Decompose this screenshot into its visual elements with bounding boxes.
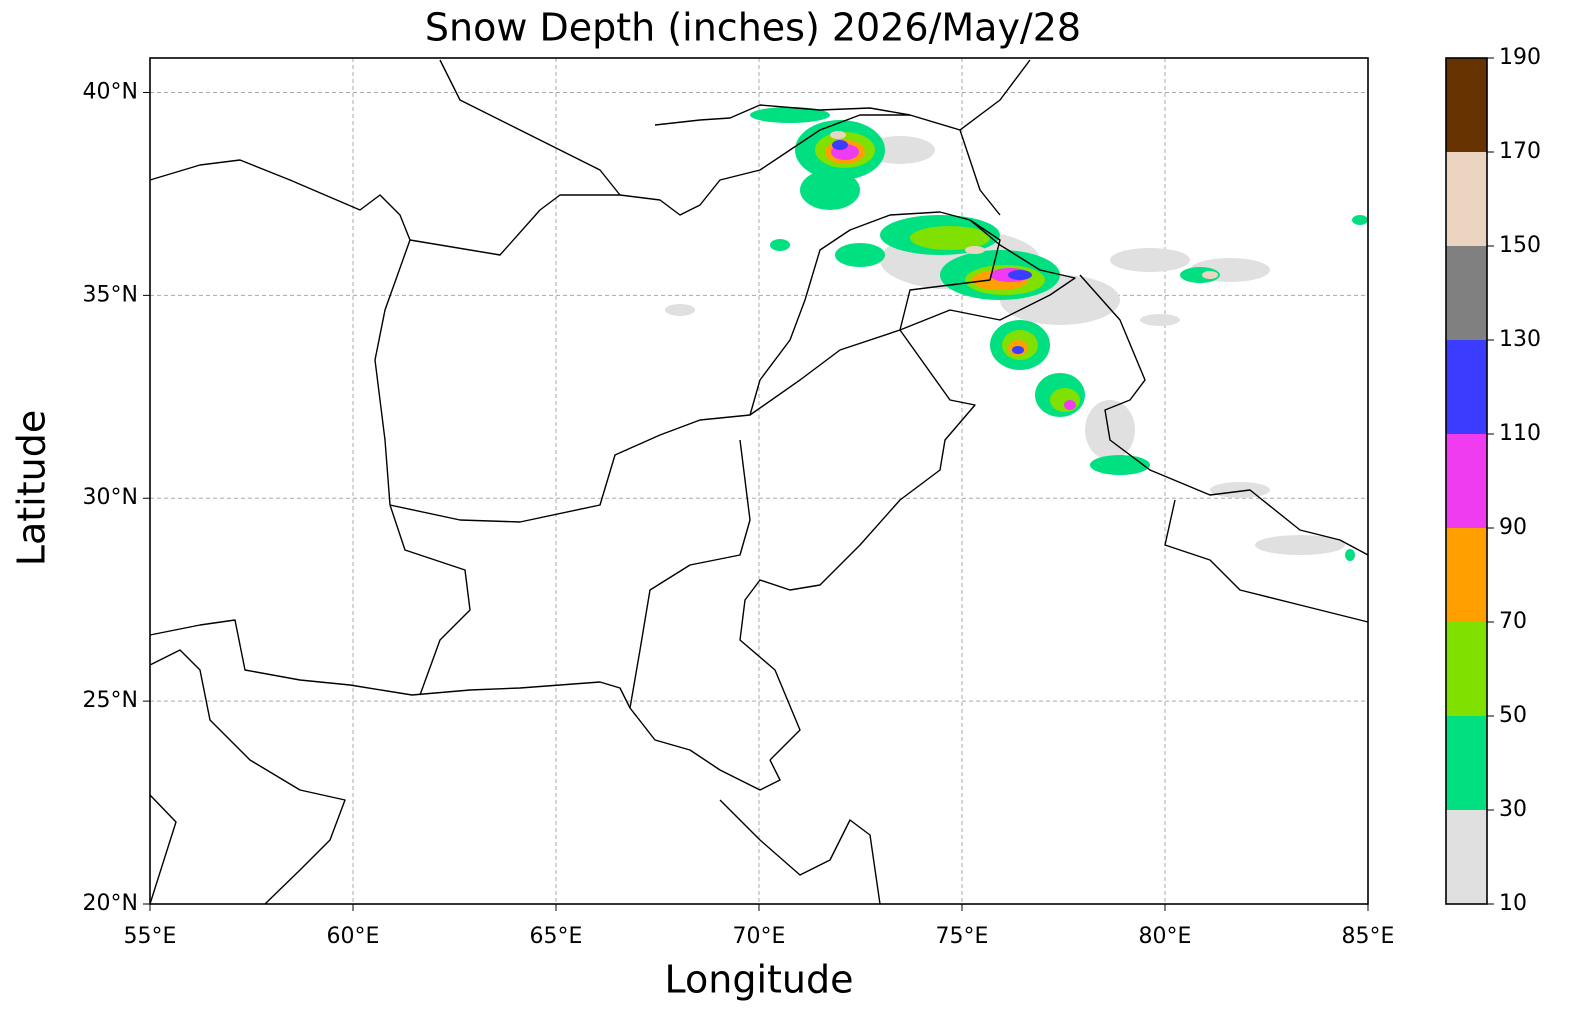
y-tick-label: 40°N <box>83 79 138 104</box>
y-tick-label: 20°N <box>83 891 138 916</box>
colorbar-segment <box>1446 434 1487 528</box>
colorbar-tick-label: 30 <box>1499 797 1527 822</box>
colorbar-tick-label: 170 <box>1499 139 1541 164</box>
colorbar-segment <box>1446 58 1487 152</box>
colorbar-segment <box>1446 152 1487 246</box>
x-tick-label: 80°E <box>1139 924 1192 949</box>
x-tick-label: 70°E <box>733 924 786 949</box>
colorbar-tick-label: 130 <box>1499 327 1541 352</box>
colorbar-tick-label: 50 <box>1499 703 1527 728</box>
x-tick-label: 55°E <box>124 924 177 949</box>
x-tick-label: 60°E <box>327 924 380 949</box>
x-tick-label: 85°E <box>1342 924 1395 949</box>
y-axis-label: Latitude <box>10 410 54 566</box>
colorbar-segment <box>1446 246 1487 340</box>
grid <box>149 58 1369 905</box>
x-tick-label: 75°E <box>936 924 989 949</box>
chart-title: Snow Depth (inches) 2026/May/28 <box>425 6 1081 50</box>
colorbar-segment <box>1446 716 1487 810</box>
map-outlines <box>149 59 1369 905</box>
colorbar-segment <box>1446 810 1487 904</box>
y-tick-label: 30°N <box>83 485 138 510</box>
colorbar-tick-label: 190 <box>1499 45 1541 70</box>
x-axis-label: Longitude <box>665 958 854 1002</box>
colorbar: 10 30 50 70 90 110 130 150 170 190 <box>1445 45 1541 916</box>
colorbar-segment <box>1446 528 1487 622</box>
y-tick-label: 35°N <box>83 282 138 307</box>
colorbar-segment <box>1446 622 1487 716</box>
colorbar-tick-label: 110 <box>1499 421 1541 446</box>
colorbar-segment <box>1446 340 1487 434</box>
colorbar-tick-label: 70 <box>1499 609 1527 634</box>
x-tick-label: 65°E <box>530 924 583 949</box>
colorbar-tick-label: 150 <box>1499 233 1541 258</box>
y-tick-label: 25°N <box>83 688 138 713</box>
colorbar-frame <box>1445 57 1488 905</box>
snow-field <box>665 107 1368 561</box>
colorbar-tick-label: 90 <box>1499 515 1527 540</box>
colorbar-tick-label: 10 <box>1499 891 1527 916</box>
